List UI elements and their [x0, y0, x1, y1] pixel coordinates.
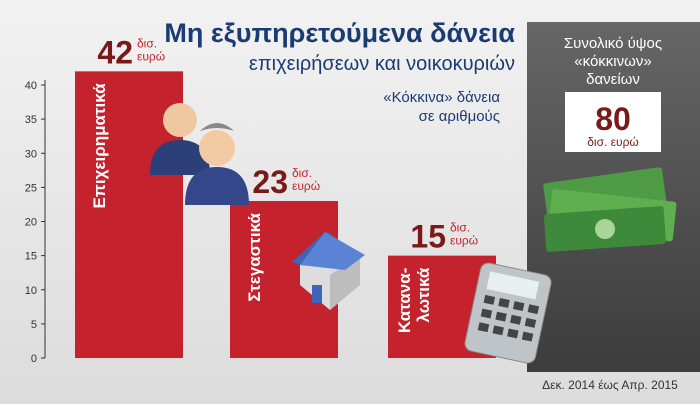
value-unit: ευρώ [292, 179, 320, 193]
chart-title: Μη εξυπηρετούμενα δάνεια [164, 18, 515, 48]
people-icon [150, 103, 249, 205]
y-tick-label: 40 [25, 80, 37, 92]
value-label: 23 [252, 164, 288, 200]
source: Δεκ. 2014 έως Απρ. 2015 [542, 378, 678, 392]
category-label: Στεγαστικά [245, 212, 264, 301]
y-tick-label: 20 [25, 217, 37, 229]
y-tick-label: 35 [25, 114, 37, 126]
value-unit: δισ. [450, 221, 470, 235]
category-label: Κατανα-λωτικά [395, 267, 433, 333]
y-tick-label: 25 [25, 182, 37, 194]
house-icon [292, 232, 365, 310]
total-label: δανείων [586, 71, 640, 88]
value-unit: δισ. [137, 36, 157, 50]
total-value: 80 [595, 101, 631, 137]
y-tick-label: 30 [25, 148, 37, 160]
total-label: Συνολικό ύψος [564, 35, 662, 52]
y-tick-label: 10 [25, 285, 37, 297]
y-tick-label: 5 [31, 319, 37, 331]
value-unit: ευρώ [450, 234, 478, 248]
annotation: «Κόκκινα» δάνεια [383, 89, 500, 106]
total-label: «κόκκινων» [574, 53, 651, 70]
total-unit: δισ. ευρώ [587, 135, 639, 149]
chart-subtitle: επιχειρήσεων και νοικοκυριών [249, 53, 515, 75]
annotation: σε αριθμούς [419, 108, 500, 125]
category-label: Επιχειρηματικά [90, 83, 109, 209]
calculator-icon [464, 262, 552, 364]
money-icon [543, 167, 677, 252]
y-tick-label: 15 [25, 251, 37, 263]
total-box [565, 92, 661, 152]
value-unit: δισ. [292, 166, 312, 180]
value-label: 42 [97, 34, 133, 70]
value-label: 15 [410, 219, 446, 255]
value-unit: ευρώ [137, 49, 165, 63]
y-tick-label: 0 [31, 353, 37, 365]
